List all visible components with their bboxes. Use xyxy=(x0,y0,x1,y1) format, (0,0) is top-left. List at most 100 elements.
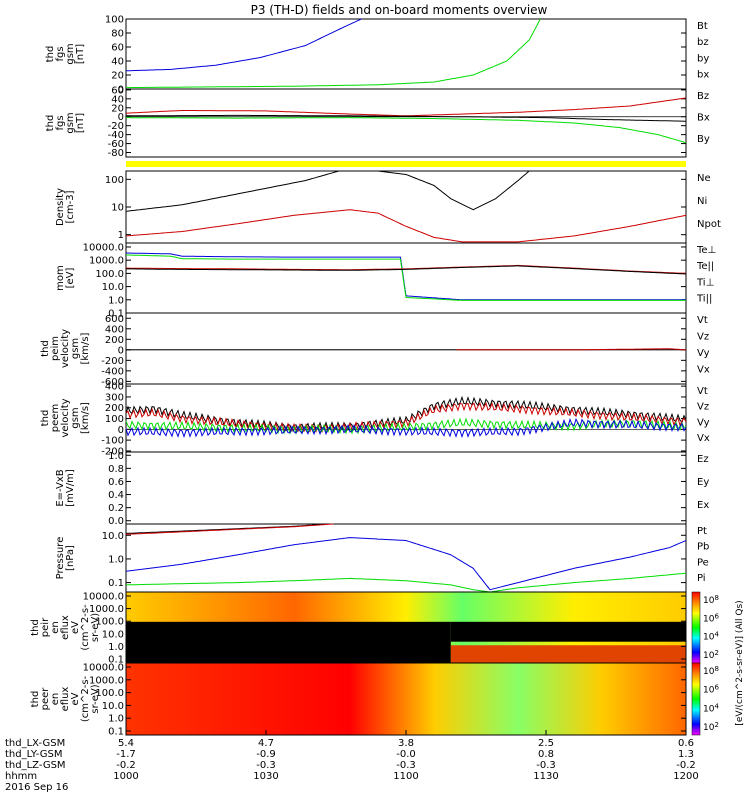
footer-tick-label: -0.3 xyxy=(256,760,276,771)
y-axis-label: eV xyxy=(70,621,81,634)
colorbar-tick-label: 108 xyxy=(703,665,719,677)
y-tick-label: -600 xyxy=(101,377,124,388)
y-tick-label: 100.0 xyxy=(95,688,124,699)
y-tick-label: 1.0 xyxy=(108,554,124,565)
y-tick-label: 200 xyxy=(105,335,124,346)
y-axis-label: [nT] xyxy=(75,44,86,64)
legend-label-bx: bx xyxy=(697,70,709,81)
y-tick-label: 20 xyxy=(111,103,124,114)
legend-label-Vt: Vt xyxy=(697,315,708,326)
series-line-1 xyxy=(126,114,686,122)
y-tick-label: 0 xyxy=(118,85,124,96)
y-tick-label: 0.4 xyxy=(108,490,124,501)
legend-label-Bx: Bx xyxy=(697,112,710,123)
series-line-1 xyxy=(125,209,687,243)
flag-bar xyxy=(126,161,686,167)
footer-tick-label: -0.3 xyxy=(536,760,556,771)
y-tick-label: 0.1 xyxy=(108,727,124,738)
footer-tick-label: 1130 xyxy=(533,771,558,782)
y-axis-label: eflux xyxy=(60,615,71,640)
colorbar-tick-label: 104 xyxy=(703,631,719,643)
y-axis-label: gsm xyxy=(70,338,81,359)
legend-label-Ex: Ex xyxy=(697,500,709,511)
y-axis-label: thd xyxy=(40,340,51,357)
series-line-3 xyxy=(125,417,687,439)
heatmap-nodata xyxy=(126,621,451,663)
y-tick-label: -100 xyxy=(101,436,124,447)
series-line-3 xyxy=(126,265,687,275)
legend-label-Pb: Pb xyxy=(697,542,709,553)
colorbar-tick-label: 102 xyxy=(703,649,719,661)
y-tick-label: 1 xyxy=(118,230,124,241)
y-tick-label: 60 xyxy=(111,43,124,54)
y-tick-label: -200 xyxy=(101,446,124,457)
y-tick-label: 0.2 xyxy=(108,503,124,514)
y-tick-label: -40 xyxy=(108,130,124,141)
series-line-1 xyxy=(126,18,541,89)
footer-row-label: thd_LX-GSM xyxy=(5,738,65,749)
y-tick-label: 0 xyxy=(118,112,124,123)
y-tick-label: 100 xyxy=(105,15,124,26)
flag-bar-panel xyxy=(126,161,686,167)
series-line-0 xyxy=(126,252,686,301)
y-tick-label: -200 xyxy=(101,356,124,367)
footer-tick-label: 1030 xyxy=(253,771,278,782)
series-line-1 xyxy=(456,348,687,351)
y-tick-label: -400 xyxy=(101,366,124,377)
legend-label-bz: bz xyxy=(697,37,709,48)
y-axis-label: mom xyxy=(55,265,66,291)
colorbar-tick-label: 104 xyxy=(703,702,719,714)
y-axis-label: Pressure xyxy=(55,537,66,580)
y-tick-label: 1.0 xyxy=(108,714,124,725)
series-line-2 xyxy=(125,537,687,591)
legend-label-Pi: Pi xyxy=(697,573,706,584)
panel-frame xyxy=(125,88,687,158)
footer-tick-label: 1200 xyxy=(673,771,698,782)
series-line-0 xyxy=(125,523,328,534)
series-line-0 xyxy=(125,97,687,117)
y-tick-label: 10 xyxy=(111,203,124,214)
legend-label-Bt: Bt xyxy=(697,21,708,32)
y-axis-label: [eV] xyxy=(65,268,76,289)
series-line-0 xyxy=(125,18,362,72)
colorbar-label: [eV/(cm^2-s-sr-eV)] (All Qs) xyxy=(735,600,745,725)
panel-peer-spec: 102 104 106 108 0.1 1.0 10.0 100.0 1000.010000.0… xyxy=(30,662,719,738)
panel-frame xyxy=(125,242,687,314)
plot-title: P3 (TH-D) fields and on-board moments ov… xyxy=(251,3,548,17)
panel-density: 1 10 100 Density [cm-3] Ne Ni Npot xyxy=(55,170,721,244)
colorbar-tick-label: 102 xyxy=(703,721,719,733)
y-axis-label: [cm-3] xyxy=(65,190,76,223)
y-tick-label: 10.0 xyxy=(102,629,124,640)
legend-label-By: By xyxy=(697,134,710,145)
legend-label-Pt: Pt xyxy=(697,526,707,537)
y-tick-label: 20 xyxy=(111,71,124,82)
y-tick-label: -20 xyxy=(108,121,124,132)
footer-row-label: thd_LY-GSM xyxy=(5,749,62,760)
y-tick-label: 0.1 xyxy=(108,655,124,666)
panel-e-field: 0.0 0.2 0.4 0.6 0.8 1.0 E=-VxB [mV/m] Ez Ey Ex xyxy=(55,451,709,527)
colorbar xyxy=(691,662,701,736)
y-tick-label: 1.0 xyxy=(108,295,124,306)
y-axis-label: peim xyxy=(50,336,61,361)
y-axis-label: eV xyxy=(70,692,81,705)
colorbar xyxy=(691,591,701,664)
panel-peir-spec: 102 104 106 108 [eV/(cm^2-s-sr-eV)] (All Qs)… xyxy=(30,591,745,726)
y-tick-label: 1000.0 xyxy=(89,256,124,267)
y-axis-label: thd xyxy=(45,46,56,63)
y-axis-label: thd xyxy=(30,619,41,636)
legend-label-Te⊥: Te⊥ xyxy=(696,245,716,256)
y-tick-label: 10.0 xyxy=(102,701,124,712)
panel-frame xyxy=(125,523,687,593)
footer-tick-label: 0.6 xyxy=(678,738,694,749)
y-tick-label: 0 xyxy=(118,345,124,356)
series-line-2 xyxy=(126,117,687,144)
footer-tick-label: 1.3 xyxy=(678,749,694,760)
y-axis-label: fgs xyxy=(55,115,66,130)
legend-label-by: by xyxy=(697,53,709,64)
legend-label-Ne: Ne xyxy=(697,173,711,184)
y-axis-label: thd xyxy=(45,115,56,132)
legend-label-Ti⊥: Ti⊥ xyxy=(696,277,714,288)
y-tick-label: 1000.0 xyxy=(89,675,124,686)
legend-label-Vt: Vt xyxy=(697,386,708,397)
y-tick-label: 40 xyxy=(111,57,124,68)
